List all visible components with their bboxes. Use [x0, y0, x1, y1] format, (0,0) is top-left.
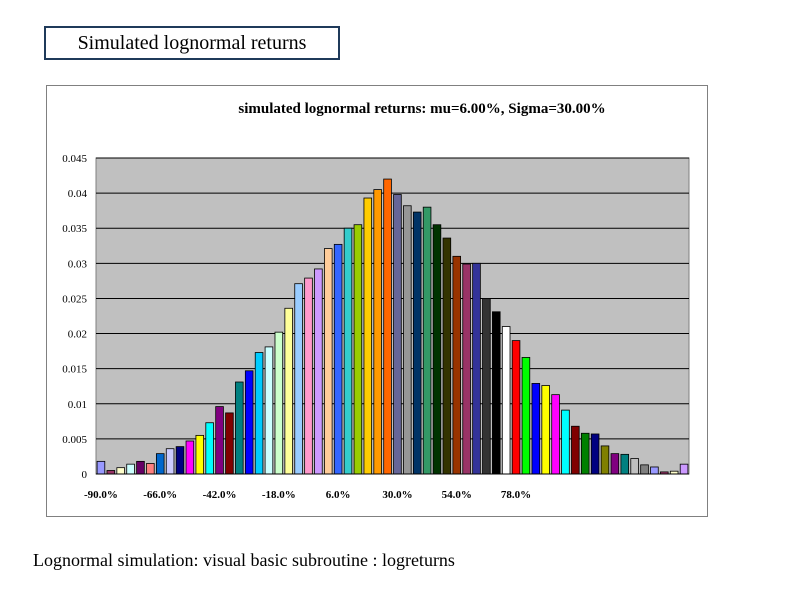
y-tick-label: 0.045	[62, 153, 87, 165]
histogram-bar	[551, 394, 560, 475]
histogram-bar	[324, 248, 333, 475]
y-tick-label: 0.04	[68, 188, 88, 200]
histogram-bar	[432, 224, 442, 475]
histogram-bar	[630, 458, 639, 475]
histogram-bar	[185, 440, 195, 475]
histogram-bar	[195, 434, 205, 475]
y-tick-label: 0.02	[68, 329, 87, 341]
slide-title: Simulated lognormal returns	[77, 31, 307, 54]
x-tick-label: 54.0%	[442, 489, 472, 501]
histogram-chart: 0 0.005 0.01 0.015 0.02 0.025 0.03 0.035 0.04 0.0…	[62, 153, 690, 501]
histogram-bar	[521, 357, 531, 475]
x-tick-label: -18.0%	[262, 489, 296, 501]
histogram-bar	[472, 262, 481, 475]
histogram-bar	[492, 311, 501, 475]
y-tick-label: 0.035	[62, 223, 87, 235]
histogram-bar	[314, 268, 323, 475]
x-tick-label: 30.0%	[382, 489, 412, 501]
slide-caption: Lognormal simulation: visual basic subro…	[33, 550, 455, 570]
histogram-bar	[175, 446, 185, 475]
histogram-bar	[274, 331, 284, 475]
chart-title: simulated lognormal returns: mu=6.00%, S…	[238, 101, 606, 117]
histogram-bar	[126, 463, 135, 475]
histogram-bar	[511, 340, 521, 475]
histogram-bar	[353, 224, 363, 475]
histogram-bar	[561, 409, 570, 475]
x-tick-label: 6.0%	[326, 489, 351, 501]
histogram-bar	[205, 422, 214, 475]
histogram-bar	[640, 464, 649, 475]
y-tick-label: 0.03	[68, 258, 88, 270]
histogram-bar	[393, 194, 402, 475]
histogram-bar	[462, 263, 471, 475]
histogram-bar	[106, 470, 116, 475]
x-tick-label: -42.0%	[203, 489, 237, 501]
histogram-bar	[412, 211, 422, 475]
y-tick-label: 0.025	[62, 293, 87, 305]
histogram-bar	[225, 412, 234, 475]
histogram-bar	[383, 178, 392, 475]
histogram-bar	[116, 467, 125, 475]
y-tick-label: 0.015	[62, 364, 87, 376]
plot-area	[95, 157, 690, 475]
histogram-bar	[136, 460, 145, 475]
histogram-bar	[96, 460, 106, 475]
histogram-bar	[264, 346, 274, 475]
histogram-bar	[501, 326, 511, 475]
histogram-bar	[571, 425, 580, 475]
x-tick-label: -90.0%	[84, 489, 118, 501]
x-tick-label: 78.0%	[501, 489, 531, 501]
histogram-bar	[254, 352, 264, 475]
histogram-bar	[284, 307, 293, 475]
histogram-bar	[620, 453, 630, 475]
histogram-bar	[482, 298, 491, 475]
histogram-bar	[650, 466, 659, 475]
histogram-bar	[155, 453, 165, 475]
histogram-bar	[343, 227, 353, 475]
histogram-bar	[531, 383, 541, 475]
x-tick-label: -66.0%	[143, 489, 177, 501]
histogram-bar	[165, 448, 175, 475]
histogram-bar	[590, 433, 600, 475]
y-tick-label: 0.01	[68, 399, 87, 411]
histogram-bar	[294, 283, 303, 475]
histogram-bar	[600, 445, 610, 475]
histogram-bar	[452, 255, 461, 475]
histogram-bar	[422, 206, 432, 475]
slide-title-box: Simulated lognormal returns	[44, 26, 340, 60]
histogram-bar	[610, 453, 620, 475]
histogram-bar	[333, 243, 343, 475]
histogram-bar	[146, 463, 155, 475]
histogram-bar	[442, 237, 452, 475]
histogram-bar	[580, 432, 590, 475]
histogram-bar	[244, 370, 254, 475]
histogram-bar	[403, 205, 412, 475]
histogram-bar	[373, 189, 382, 475]
y-tick-label: 0.005	[62, 434, 87, 446]
histogram-bar	[235, 381, 244, 475]
histogram-bar	[679, 463, 689, 475]
y-tick-label: 0	[82, 469, 88, 481]
histogram-bar	[363, 197, 373, 475]
histogram-bar	[215, 406, 224, 475]
histogram-bar	[541, 385, 550, 475]
histogram-bar	[304, 277, 313, 475]
chart-frame: simulated lognormal returns: mu=6.00%, S…	[46, 85, 708, 517]
